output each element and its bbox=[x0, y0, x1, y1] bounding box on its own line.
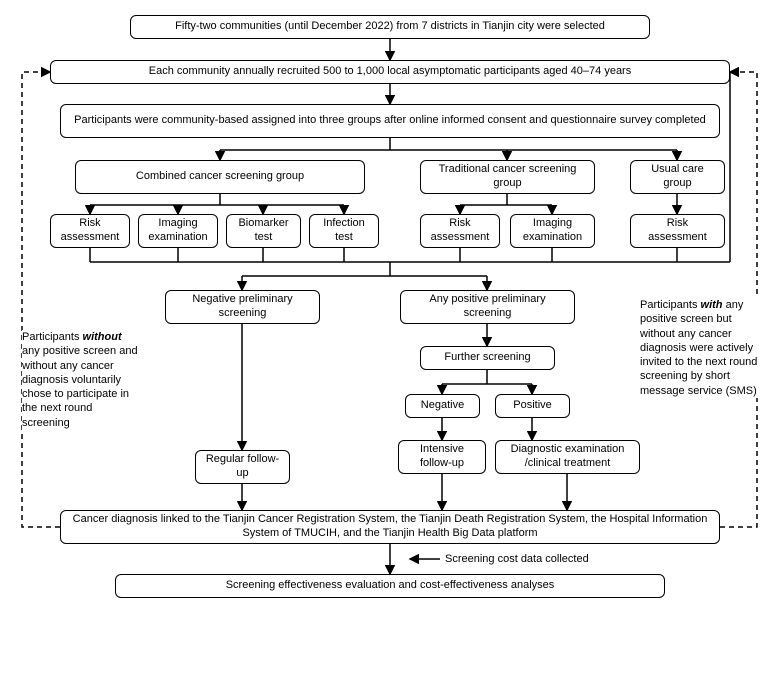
edge bbox=[22, 72, 60, 527]
node-n1: Fifty-two communities (until December 20… bbox=[130, 15, 650, 39]
node-intensive: Intensive follow-up bbox=[398, 440, 486, 474]
node-g1a: Risk assessment bbox=[50, 214, 130, 248]
node-g2: Traditional cancer screening group bbox=[420, 160, 595, 194]
node-regular: Regular follow-up bbox=[195, 450, 290, 484]
node-n2: Each community annually recruited 500 to… bbox=[50, 60, 730, 84]
node-final: Screening effectiveness evaluation and c… bbox=[115, 574, 665, 598]
side-note-right: Participants with any positive screen bu… bbox=[640, 298, 760, 398]
node-diag: Diagnostic examination /clinical treatme… bbox=[495, 440, 640, 474]
node-further: Further screening bbox=[420, 346, 555, 370]
node-n3: Participants were community-based assign… bbox=[60, 104, 720, 138]
node-g1d: Infection test bbox=[309, 214, 379, 248]
node-fneg: Negative bbox=[405, 394, 480, 418]
node-g3: Usual care group bbox=[630, 160, 725, 194]
node-g1b: Imaging examination bbox=[138, 214, 218, 248]
node-g2a: Risk assessment bbox=[420, 214, 500, 248]
node-g2b: Imaging examination bbox=[510, 214, 595, 248]
cost-note: Screening cost data collected bbox=[445, 552, 589, 566]
node-g1: Combined cancer screening group bbox=[75, 160, 365, 194]
node-g3a: Risk assessment bbox=[630, 214, 725, 248]
node-neg: Negative preliminary screening bbox=[165, 290, 320, 324]
node-g1c: Biomarker test bbox=[226, 214, 301, 248]
side-note-left: Participants without any positive screen… bbox=[22, 330, 142, 430]
node-reg: Cancer diagnosis linked to the Tianjin C… bbox=[60, 510, 720, 544]
node-fpos: Positive bbox=[495, 394, 570, 418]
node-pos: Any positive preliminary screening bbox=[400, 290, 575, 324]
